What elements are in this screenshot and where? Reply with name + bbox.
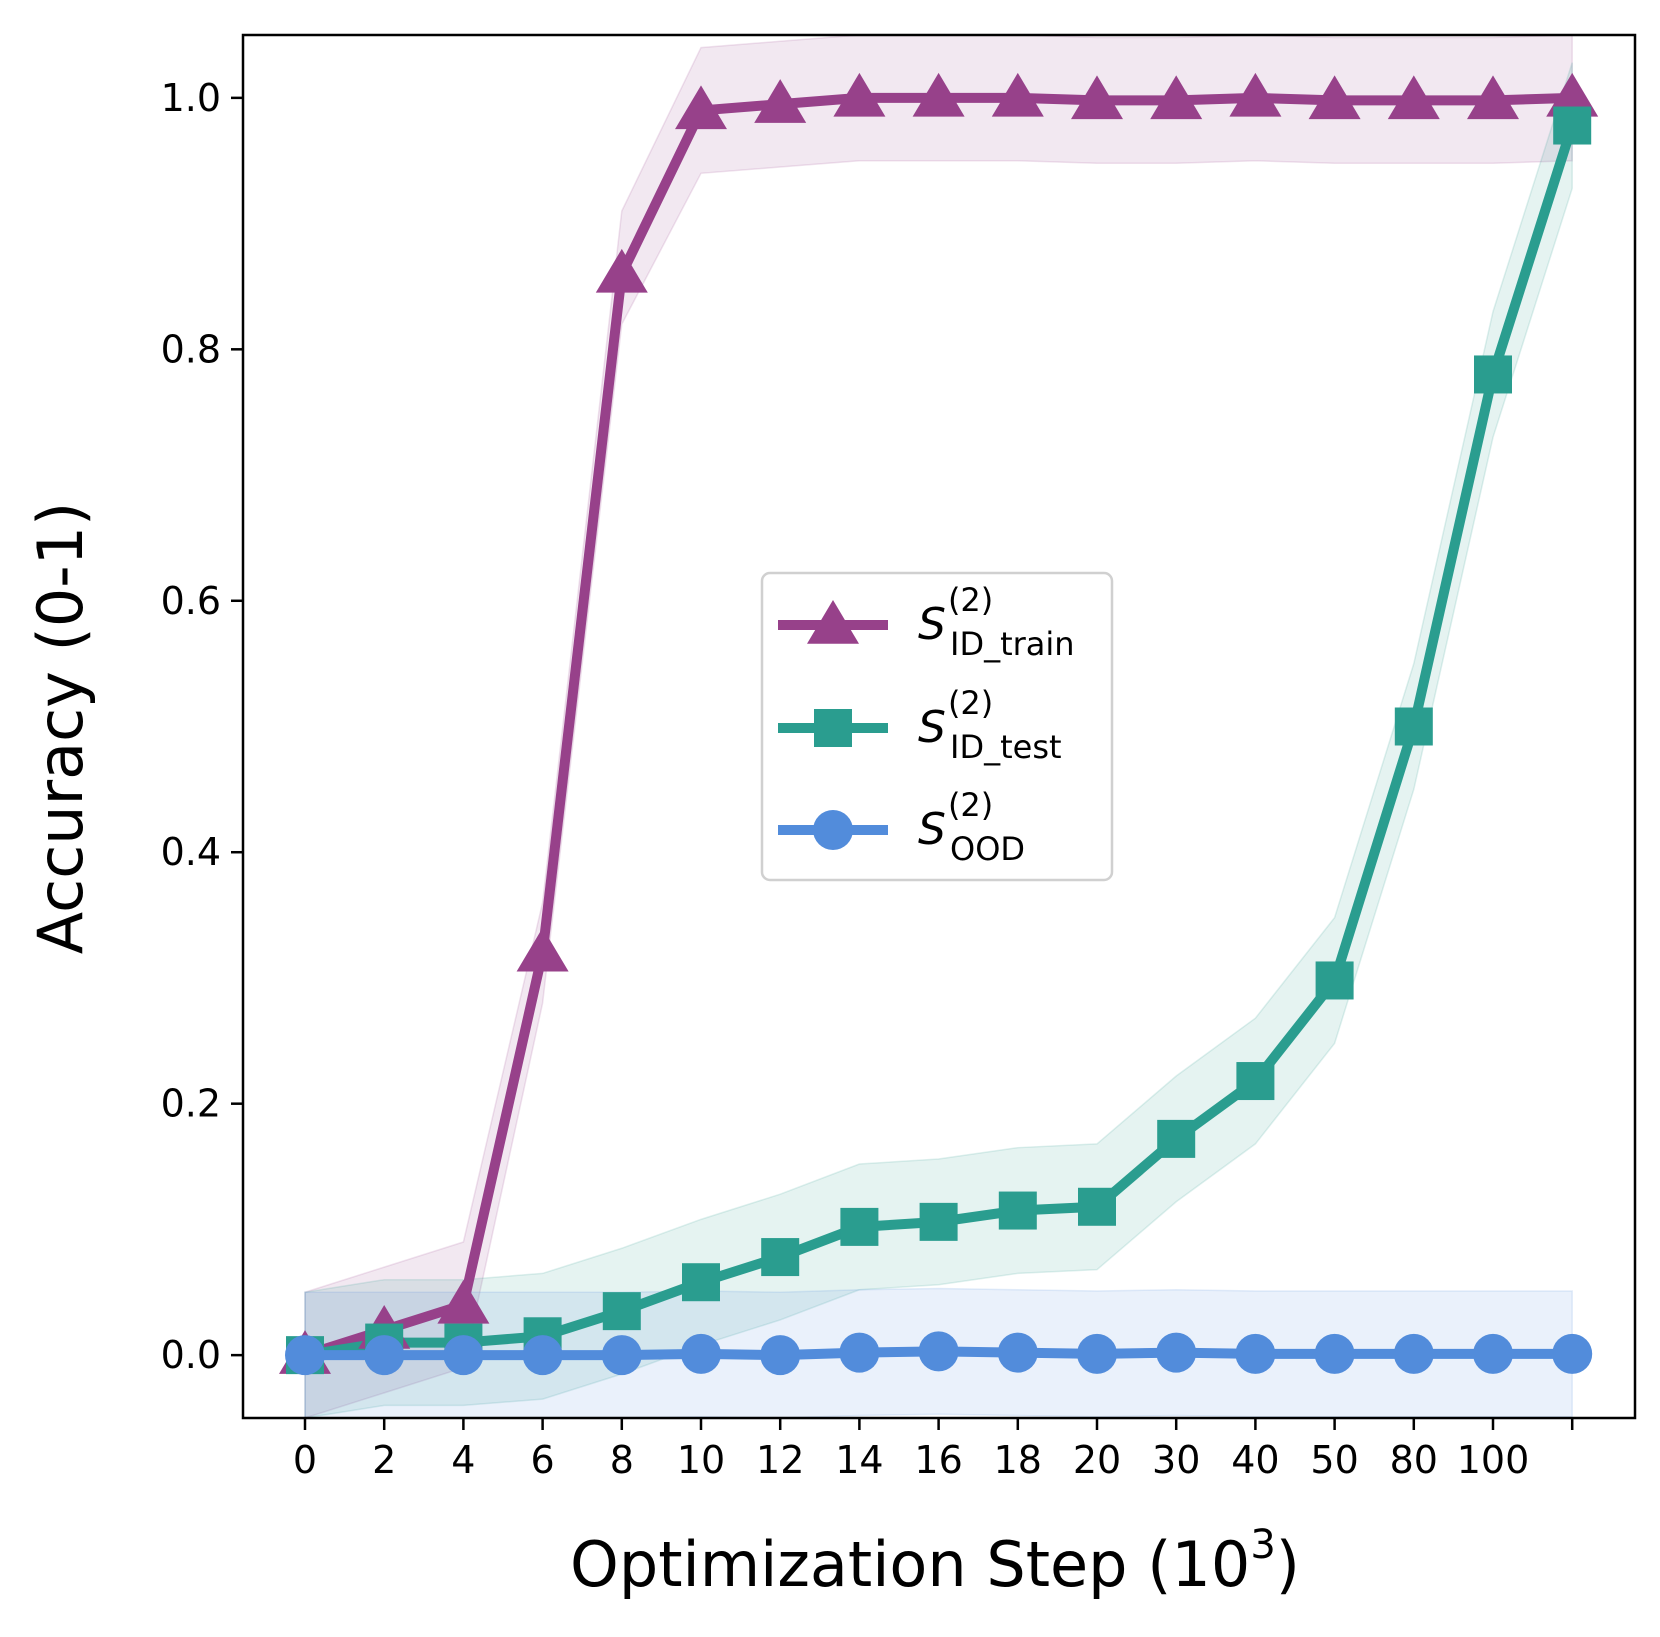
marker-ood — [1393, 1333, 1434, 1374]
y-tick-label: 0.6 — [161, 579, 221, 623]
x-tick-label: 30 — [1152, 1438, 1200, 1482]
marker-ood — [364, 1335, 405, 1376]
marker-ood — [681, 1333, 721, 1374]
marker-ood — [443, 1335, 484, 1376]
legend-frame — [760, 571, 1114, 882]
marker-id_train — [833, 72, 886, 117]
marker-ood — [1473, 1333, 1513, 1374]
legend-item-id_test: S(2) ID_test — [778, 684, 1062, 766]
marker-id_test — [1394, 707, 1433, 746]
marker-id_train — [1546, 72, 1599, 117]
marker-id_test — [1078, 1187, 1116, 1226]
x-tick-label: 10 — [677, 1438, 725, 1482]
y-tick-label: 0.4 — [161, 830, 221, 874]
x-tick-label: 20 — [1073, 1438, 1121, 1482]
legend-item-id_train: S(2) ID_train — [778, 581, 1075, 663]
marker-ood — [1552, 1333, 1593, 1374]
x-tick-label: 2 — [372, 1438, 396, 1482]
marker-ood — [1156, 1332, 1197, 1373]
x-tick-label: 80 — [1390, 1438, 1438, 1482]
x-axis-title-superscript: 3 — [1250, 1522, 1275, 1568]
marker-ood — [1077, 1333, 1117, 1374]
band-id_train — [304, 34, 1573, 1420]
marker-id_train — [1150, 75, 1203, 120]
marker-id_train — [516, 927, 569, 972]
marker-ood — [997, 1332, 1038, 1373]
marker-ood — [601, 1335, 642, 1376]
legend-label: S(2) ID_train — [918, 581, 1075, 663]
marker-id_train — [1071, 75, 1123, 120]
legend-label: S(2) OOD — [918, 786, 1025, 868]
x-tick-label: 16 — [914, 1438, 962, 1482]
marker-ood — [522, 1335, 563, 1376]
marker-id_test — [840, 1207, 879, 1246]
legend-label: S(2) ID_test — [918, 684, 1062, 766]
marker-id_train — [991, 72, 1044, 117]
x-tick-label: 8 — [610, 1438, 634, 1482]
marker-id_test — [761, 1238, 800, 1277]
marker-id_test — [682, 1263, 720, 1302]
marker-id_test — [1553, 106, 1592, 145]
legend-item-ood: S(2) OOD — [778, 786, 1025, 868]
x-axis-title-close: ) — [1276, 1528, 1300, 1601]
marker-id_test — [1474, 355, 1512, 394]
x-tick-label: 14 — [835, 1438, 883, 1482]
marker-ood — [918, 1331, 959, 1372]
y-tick-label: 0.2 — [161, 1082, 221, 1126]
y-axis-ticks: 0.0 0.2 0.4 0.6 0.8 1.0 — [161, 76, 243, 1377]
x-tick-label: 12 — [756, 1438, 804, 1482]
x-tick-label: 6 — [531, 1438, 555, 1482]
marker-id_test — [1157, 1119, 1196, 1158]
marker-id_train — [437, 1279, 490, 1324]
marker-ood — [839, 1332, 880, 1373]
marker-id_train — [675, 85, 727, 130]
marker-id_train — [754, 79, 807, 123]
marker-id_train — [912, 72, 965, 117]
x-tick-label: 50 — [1310, 1438, 1358, 1482]
marker-id_test — [998, 1191, 1037, 1230]
marker-id_test — [1236, 1062, 1275, 1101]
x-axis-ticks: 0 2 4 6 8 10 12 14 16 18 20 30 40 50 80 100 — [293, 1418, 1574, 1482]
marker-ood — [1235, 1333, 1276, 1374]
marker-id_train — [1308, 75, 1361, 120]
legend: S(2) ID_train S(2) ID_test S(2) OOD — [760, 571, 1114, 882]
x-tick-label: 0 — [293, 1438, 317, 1482]
legend-marker — [807, 600, 859, 644]
marker-id_train — [1229, 72, 1282, 117]
marker-id_train — [1467, 75, 1519, 120]
marker-id_test — [1315, 961, 1354, 1000]
legend-marker — [813, 810, 853, 850]
series-markers — [279, 72, 1599, 1376]
marker-ood — [285, 1335, 325, 1376]
legend-marker — [814, 709, 852, 747]
y-tick-label: 0.8 — [161, 327, 221, 371]
x-tick-label: 18 — [994, 1438, 1042, 1482]
y-tick-label: 1.0 — [161, 76, 221, 120]
marker-ood — [1314, 1333, 1355, 1374]
x-tick-label: 100 — [1457, 1438, 1530, 1482]
marker-id_train — [595, 248, 648, 293]
marker-ood — [760, 1335, 801, 1376]
marker-id_test — [919, 1202, 958, 1241]
marker-id_test — [602, 1292, 641, 1331]
x-axis-title-text: Optimization Step (10 — [570, 1528, 1250, 1601]
y-tick-label: 0.0 — [161, 1333, 221, 1377]
x-tick-label: 4 — [451, 1438, 475, 1482]
x-tick-label: 40 — [1231, 1438, 1279, 1482]
x-axis-title: Optimization Step (103) — [570, 1522, 1300, 1601]
y-axis-title: Accuracy (0-1) — [24, 502, 97, 954]
marker-id_train — [1387, 75, 1440, 120]
